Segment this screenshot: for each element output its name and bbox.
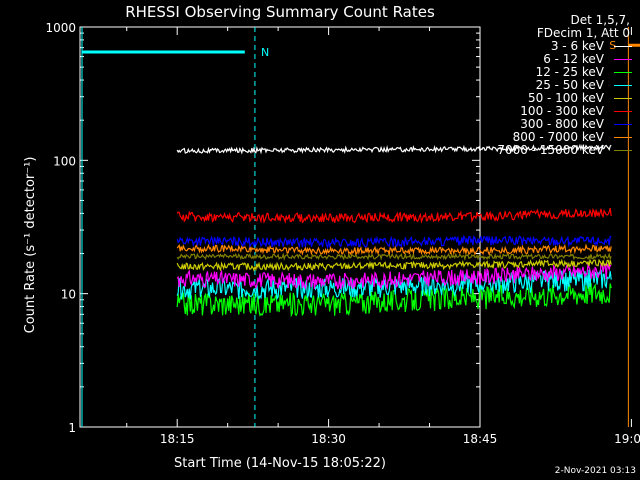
series-line-8-seg0 [176, 251, 612, 262]
legend-label: 6 - 12 keV [543, 52, 604, 66]
x-tick-label: 18:30 [311, 432, 346, 446]
legend-swatch [614, 137, 632, 138]
footer-date: 2-Nov-2021 03:13 [554, 466, 636, 476]
plot-frame [79, 26, 481, 428]
legend-header-2: FDecim 1, Att 0 [536, 26, 630, 40]
legend-label: 300 - 800 keV [520, 117, 604, 131]
legend-swatch [614, 124, 632, 125]
legend-item: 300 - 800 keV [487, 118, 632, 131]
legend-swatch [614, 72, 632, 73]
legend-swatch [614, 46, 632, 47]
legend-swatch [614, 98, 632, 99]
legend-item: 3 - 6 keV [487, 40, 632, 53]
legend-item: 12 - 25 keV [487, 66, 632, 79]
y-tick-label: 100 [53, 154, 76, 168]
legend-label: 50 - 100 keV [527, 91, 604, 105]
x-tick-label: 18:45 [463, 432, 498, 446]
legend-swatch [614, 111, 632, 112]
y-tick-label: 1 [68, 421, 76, 435]
legend-item: 6 - 12 keV [487, 53, 632, 66]
annotation-n: N [261, 46, 269, 59]
annotation-s: S [609, 39, 616, 52]
legend-swatch [614, 59, 632, 60]
y-axis-label: Count Rate (s⁻¹ detector⁻¹) [23, 157, 38, 334]
legend-label: 800 - 7000 keV [512, 130, 604, 144]
legend-header-1: Det 1,5,7, [570, 13, 631, 27]
series-line-2-seg0 [176, 282, 612, 318]
series-line-0-seg0 [176, 143, 612, 155]
series-line-1-seg0 [176, 262, 612, 290]
legend-item: 25 - 50 keV [487, 79, 632, 92]
legend-item: 50 - 100 keV [487, 92, 632, 105]
legend-label: 3 - 6 keV [550, 39, 604, 53]
series-line-5-seg0 [176, 207, 612, 225]
legend-label: 7000 - 15000 keV [497, 143, 604, 157]
series-line-6-seg0 [176, 234, 612, 250]
legend-swatch [614, 150, 632, 151]
legend-item: 100 - 300 keV [487, 105, 632, 118]
legend-item: 7000 - 15000 keV [487, 144, 632, 157]
legend-label: 100 - 300 keV [520, 104, 604, 118]
x-axis-label: Start Time (14-Nov-15 18:05:22) [174, 456, 386, 471]
series-line-4-seg0 [176, 258, 612, 272]
y-tick-label: 1000 [45, 21, 76, 35]
chart-title: RHESSI Observing Summary Count Rates [125, 3, 435, 21]
legend-swatch [614, 85, 632, 86]
x-tick-label: 19:00 [614, 432, 640, 446]
y-tick-label: 10 [61, 288, 76, 302]
legend-item: 800 - 7000 keV [487, 131, 632, 144]
legend-label: 25 - 50 keV [535, 78, 604, 92]
legend-label: 12 - 25 keV [535, 65, 604, 79]
series-line-7-seg0 [176, 243, 612, 256]
x-tick-label: 18:15 [160, 432, 195, 446]
